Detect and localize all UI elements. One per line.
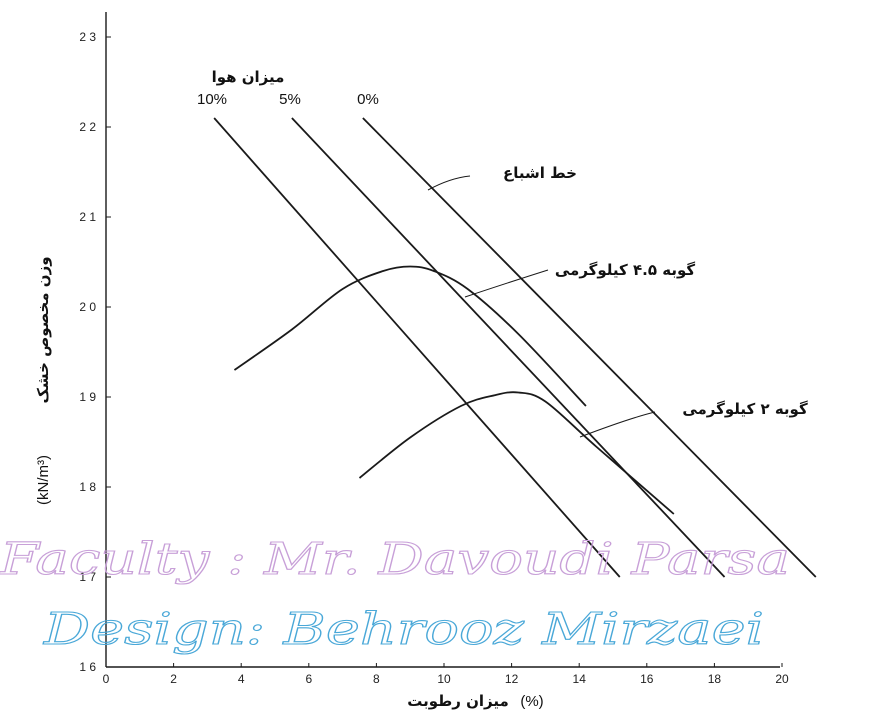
x-axis-unit: (%) bbox=[520, 693, 543, 710]
y-tick-label: 1 8 bbox=[79, 480, 96, 494]
series-line-10-percent bbox=[213, 117, 621, 578]
y-tick-label: 2 3 bbox=[79, 30, 96, 44]
x-tick-label: 12 bbox=[505, 672, 519, 686]
leader-4.5kg bbox=[464, 269, 549, 298]
series-group bbox=[213, 117, 817, 578]
x-tick-label: 20 bbox=[775, 672, 789, 686]
y-axis-label: وزن مخصوص خشک bbox=[34, 256, 52, 403]
series-line-5-percent bbox=[291, 117, 726, 578]
x-tick-label: 14 bbox=[573, 672, 587, 686]
leader-saturation bbox=[427, 175, 471, 191]
series-label-0: 0% bbox=[357, 91, 379, 108]
air-voids-title: میزان هوا bbox=[212, 68, 285, 86]
x-tick-label: 16 bbox=[640, 672, 654, 686]
watermark-line-2: Design: Behrooz Mirzaei bbox=[43, 604, 764, 655]
y-tick-label: 2 0 bbox=[79, 300, 96, 314]
series-label-5: 5% bbox=[279, 91, 301, 108]
compaction-curve-4.5kg bbox=[233, 265, 587, 407]
y-tick-label: 2 2 bbox=[79, 120, 96, 134]
x-tick-label: 6 bbox=[305, 672, 312, 686]
watermark-line-1: Faculty : Mr. Davoudi Parsa bbox=[0, 534, 790, 585]
tick-group: 0 2 4 6 8 10 12 14 16 18 20 1 6 1 7 1 8 1 9 2 0 2 1 2 2 2 … bbox=[79, 30, 789, 686]
x-tick-label: 10 bbox=[437, 672, 451, 686]
series-line-0-percent bbox=[362, 117, 817, 578]
x-tick-label: 8 bbox=[373, 672, 380, 686]
y-tick-label: 1 6 bbox=[79, 660, 96, 674]
y-axis-unit: (kN/m³) bbox=[35, 455, 52, 505]
compaction-curve-2kg bbox=[358, 391, 675, 515]
x-tick-label: 0 bbox=[103, 672, 110, 686]
y-tick-label: 2 1 bbox=[79, 210, 96, 224]
y-tick-label: 1 7 bbox=[79, 570, 96, 584]
x-tick-label: 18 bbox=[708, 672, 722, 686]
x-axis-label: میزان رطوبت bbox=[407, 692, 509, 710]
annotation-saturation: خط اشباع bbox=[503, 164, 577, 182]
x-tick-label: 2 bbox=[170, 672, 177, 686]
x-tick-label: 4 bbox=[238, 672, 245, 686]
leader-2kg bbox=[579, 411, 656, 438]
annotation-2kg: گوبه ۲ کیلوگرمی bbox=[682, 400, 808, 418]
annotation-4.5kg: گوبه ۴.۵ کیلوگرمی bbox=[555, 261, 695, 279]
series-label-10: 10% bbox=[197, 91, 227, 108]
y-tick-label: 1 9 bbox=[79, 390, 96, 404]
